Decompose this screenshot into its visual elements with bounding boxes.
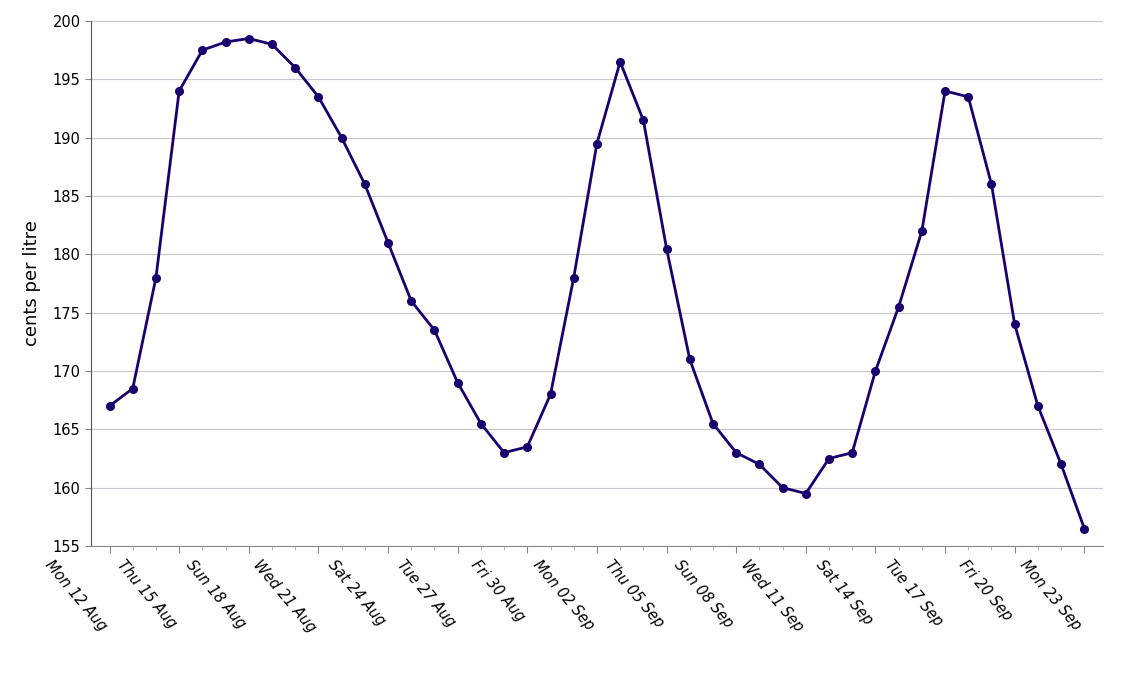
Y-axis label: cents per litre: cents per litre: [23, 220, 41, 346]
